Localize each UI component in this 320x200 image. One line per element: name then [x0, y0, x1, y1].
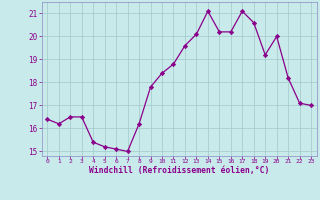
X-axis label: Windchill (Refroidissement éolien,°C): Windchill (Refroidissement éolien,°C) — [89, 166, 269, 175]
